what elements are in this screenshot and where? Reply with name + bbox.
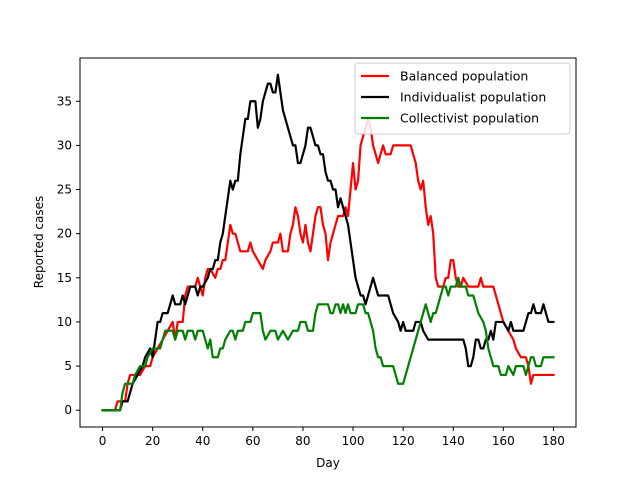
legend-box: [354, 62, 571, 135]
y-tick-label: 10: [57, 315, 72, 329]
x-tick-label: 20: [145, 434, 160, 448]
plot-frame: [79, 57, 577, 428]
y-tick-label: 15: [57, 271, 72, 285]
legend: Balanced population Individualist populat…: [354, 62, 571, 135]
legend-label-0: Balanced population: [400, 69, 528, 84]
y-tick-label: 25: [57, 183, 72, 197]
y-tick-label: 20: [57, 227, 72, 241]
x-tick-label: 80: [295, 434, 310, 448]
x-axis: 0 20 40 60 80 100 120 140 160 180: [99, 427, 565, 448]
y-axis: 0 5 10 15 20 25 30 35: [57, 94, 80, 417]
y-axis-label: Reported cases: [32, 196, 46, 288]
legend-label-1: Individualist population: [400, 90, 546, 105]
x-tick-label: 100: [342, 434, 365, 448]
series-line-2: [101, 276, 555, 412]
x-tick-label: 160: [492, 434, 515, 448]
x-tick-label: 180: [542, 434, 565, 448]
x-tick-label: 140: [442, 434, 465, 448]
series-line-1: [101, 73, 555, 412]
y-tick-label: 30: [57, 138, 72, 152]
x-tick-label: 60: [245, 434, 260, 448]
x-axis-label: Day: [316, 456, 340, 470]
y-tick-label: 5: [64, 359, 72, 373]
x-tick-label: 120: [392, 434, 415, 448]
series-layer: [101, 73, 555, 412]
y-tick-label: 0: [64, 403, 72, 417]
x-tick-label: 0: [99, 434, 107, 448]
x-tick-label: 40: [195, 434, 210, 448]
y-tick-label: 35: [57, 94, 72, 108]
legend-label-2: Collectivist population: [400, 111, 539, 126]
